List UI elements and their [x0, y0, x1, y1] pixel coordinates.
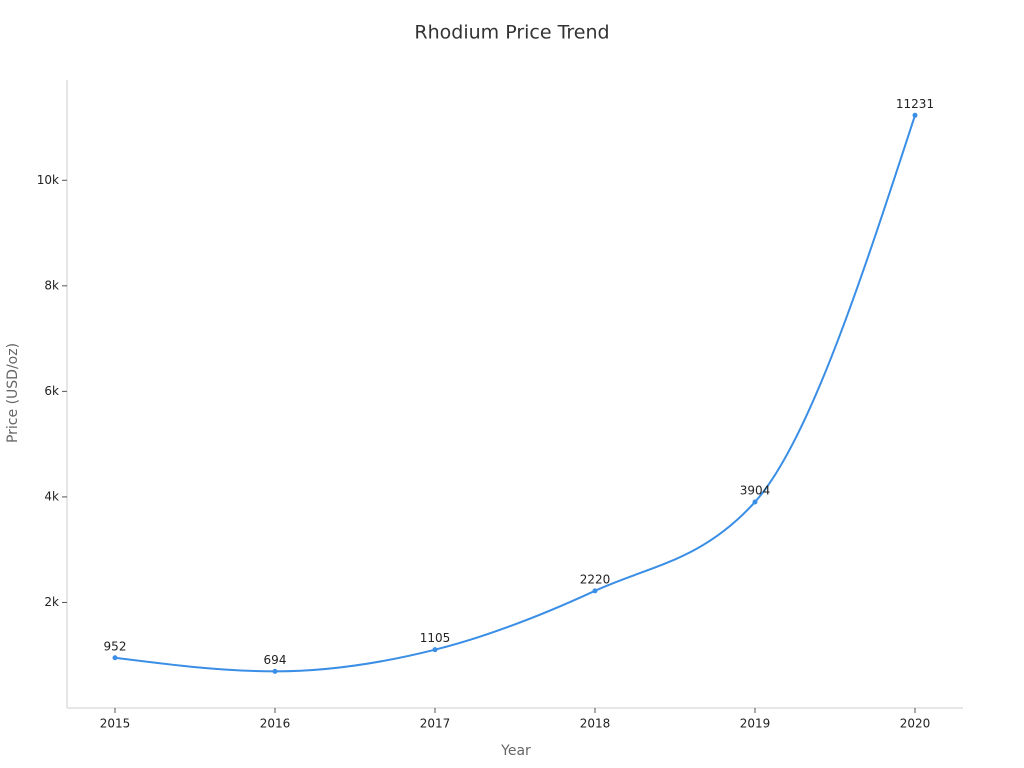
data-label: 694: [264, 653, 287, 667]
point: [112, 655, 118, 661]
y-tick-label: 6k: [44, 384, 59, 398]
point: [592, 588, 598, 594]
x-tick-label: 2020: [900, 717, 931, 731]
point: [752, 499, 758, 505]
y-tick-label: 8k: [44, 278, 59, 292]
y-tick-label: 4k: [44, 489, 59, 503]
x-axis-label: Year: [500, 743, 531, 759]
x-tick-label: 2018: [580, 717, 611, 731]
x-tick-label: 2017: [420, 717, 451, 731]
line: [114, 114, 916, 673]
y-tick-label: 10k: [37, 173, 59, 187]
data-label: 2220: [580, 572, 611, 586]
data-label: 11231: [896, 97, 934, 111]
data-label: 1105: [420, 631, 451, 645]
x-tick-label: 2016: [260, 717, 291, 731]
data-label: 952: [104, 639, 127, 653]
y-tick-label: 2k: [44, 595, 59, 609]
point: [432, 647, 438, 653]
x-tick-label: 2015: [100, 717, 131, 731]
x-tick-label: 2019: [740, 717, 771, 731]
y-axis-label: Price (USD/oz): [5, 343, 21, 443]
data-label: 3904: [740, 483, 771, 497]
point: [272, 668, 278, 674]
chart-title: Rhodium Price Trend: [414, 22, 609, 44]
point: [912, 112, 918, 118]
